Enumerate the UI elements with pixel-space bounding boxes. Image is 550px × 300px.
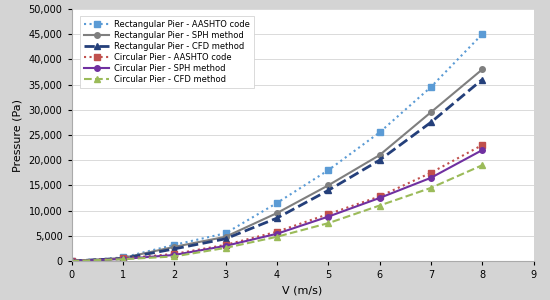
Rectangular Pier - AASHTO code	[427, 85, 434, 89]
Circular Pier - CFD method	[68, 259, 75, 263]
Rectangular Pier - AASHTO code	[479, 32, 486, 36]
Circular Pier - SPH method	[68, 259, 75, 263]
Circular Pier - CFD method	[325, 221, 332, 225]
Rectangular Pier - CFD method	[119, 257, 126, 260]
Line: Circular Pier - CFD method: Circular Pier - CFD method	[69, 163, 485, 264]
Line: Circular Pier - AASHTO code: Circular Pier - AASHTO code	[69, 142, 485, 264]
Line: Rectangular Pier - SPH method: Rectangular Pier - SPH method	[69, 67, 485, 264]
Circular Pier - SPH method	[222, 244, 229, 248]
Rectangular Pier - SPH method	[273, 211, 280, 215]
Rectangular Pier - CFD method	[325, 189, 332, 192]
Rectangular Pier - CFD method	[68, 259, 75, 263]
Rectangular Pier - SPH method	[479, 68, 486, 71]
Circular Pier - AASHTO code	[119, 257, 126, 260]
Rectangular Pier - CFD method	[171, 247, 178, 251]
Rectangular Pier - SPH method	[222, 235, 229, 238]
Rectangular Pier - AASHTO code	[325, 169, 332, 172]
Line: Rectangular Pier - CFD method: Rectangular Pier - CFD method	[69, 77, 485, 264]
Circular Pier - CFD method	[119, 257, 126, 261]
Line: Circular Pier - SPH method: Circular Pier - SPH method	[69, 147, 485, 264]
Circular Pier - AASHTO code	[222, 243, 229, 247]
Circular Pier - AASHTO code	[479, 143, 486, 147]
Rectangular Pier - CFD method	[273, 216, 280, 220]
Rectangular Pier - SPH method	[171, 245, 178, 249]
Circular Pier - SPH method	[376, 196, 383, 200]
Legend: Rectangular Pier - AASHTO code, Rectangular Pier - SPH method, Rectangular Pier : Rectangular Pier - AASHTO code, Rectangu…	[80, 16, 254, 88]
Rectangular Pier - AASHTO code	[273, 201, 280, 205]
Circular Pier - AASHTO code	[273, 230, 280, 234]
X-axis label: V (m/s): V (m/s)	[282, 286, 323, 296]
Rectangular Pier - SPH method	[68, 259, 75, 263]
Rectangular Pier - AASHTO code	[222, 232, 229, 235]
Rectangular Pier - SPH method	[325, 184, 332, 187]
Circular Pier - CFD method	[376, 204, 383, 207]
Circular Pier - AASHTO code	[68, 259, 75, 263]
Circular Pier - CFD method	[273, 235, 280, 238]
Rectangular Pier - CFD method	[376, 158, 383, 162]
Rectangular Pier - AASHTO code	[68, 259, 75, 263]
Line: Rectangular Pier - AASHTO code: Rectangular Pier - AASHTO code	[69, 32, 485, 264]
Rectangular Pier - SPH method	[119, 256, 126, 260]
Circular Pier - AASHTO code	[171, 252, 178, 256]
Rectangular Pier - AASHTO code	[119, 256, 126, 259]
Circular Pier - SPH method	[479, 148, 486, 152]
Circular Pier - AASHTO code	[376, 195, 383, 198]
Circular Pier - CFD method	[427, 186, 434, 190]
Rectangular Pier - AASHTO code	[376, 131, 383, 134]
Circular Pier - SPH method	[273, 232, 280, 236]
Circular Pier - CFD method	[171, 255, 178, 258]
Circular Pier - CFD method	[479, 164, 486, 167]
Rectangular Pier - CFD method	[427, 121, 434, 124]
Rectangular Pier - CFD method	[479, 78, 486, 81]
Circular Pier - CFD method	[222, 246, 229, 250]
Circular Pier - SPH method	[171, 253, 178, 257]
Circular Pier - SPH method	[427, 176, 434, 180]
Rectangular Pier - SPH method	[427, 110, 434, 114]
Y-axis label: Pressure (Pa): Pressure (Pa)	[13, 98, 23, 172]
Rectangular Pier - CFD method	[222, 237, 229, 241]
Circular Pier - SPH method	[325, 215, 332, 218]
Circular Pier - SPH method	[119, 257, 126, 261]
Circular Pier - AASHTO code	[427, 171, 434, 175]
Rectangular Pier - AASHTO code	[171, 243, 178, 247]
Rectangular Pier - SPH method	[376, 153, 383, 157]
Circular Pier - AASHTO code	[325, 212, 332, 216]
